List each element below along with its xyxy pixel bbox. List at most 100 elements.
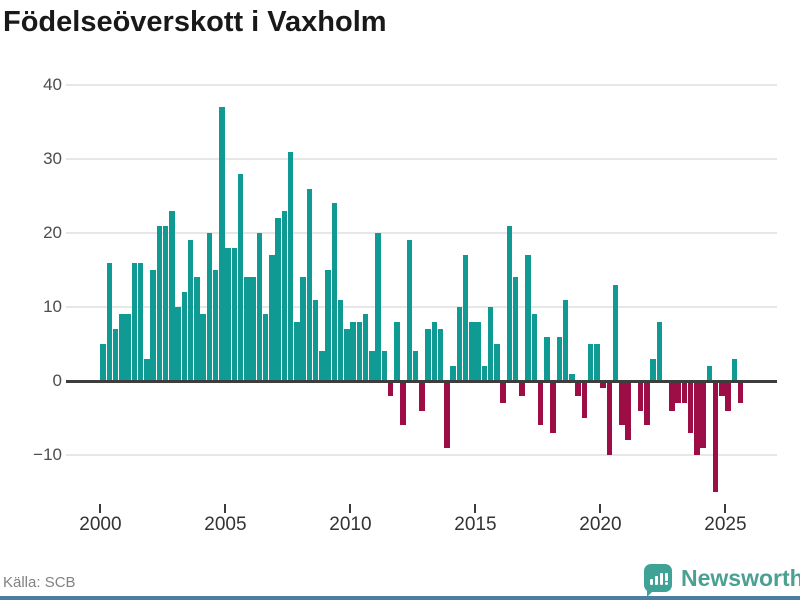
- positive-bar: [475, 321, 481, 381]
- x-axis-tick-label: 2020: [579, 514, 622, 535]
- y-axis-tick-label: 10: [43, 297, 62, 316]
- positive-bar: [125, 314, 131, 381]
- negative-bar: [537, 381, 544, 426]
- negative-bar: [575, 381, 581, 396]
- positive-bar: [319, 351, 325, 381]
- positive-bar: [531, 314, 538, 381]
- positive-bar: [325, 270, 331, 381]
- negative-bar: [687, 381, 694, 433]
- x-axis-tick-label: 2015: [454, 514, 497, 535]
- positive-bar: [456, 307, 463, 381]
- positive-bar: [137, 262, 144, 381]
- positive-bar: [394, 321, 400, 381]
- x-axis-tick: [99, 504, 102, 513]
- x-axis-tick-label: 2005: [204, 514, 247, 535]
- positive-bar: [225, 247, 231, 381]
- y-axis-tick-label: 20: [43, 223, 62, 242]
- negative-bar: [737, 381, 744, 404]
- positive-bar: [275, 218, 281, 381]
- x-axis-tick: [349, 504, 352, 513]
- positive-bar: [262, 314, 269, 381]
- positive-bar: [650, 358, 656, 381]
- positive-bar: [425, 329, 431, 381]
- positive-bar: [169, 210, 175, 381]
- page-title: Födelseöverskott i Vaxholm: [3, 6, 387, 38]
- negative-bar: [581, 381, 588, 418]
- positive-bar: [506, 225, 513, 381]
- positive-bar: [231, 247, 238, 381]
- y-axis-tick-label: 0: [52, 371, 62, 390]
- positive-bar: [412, 351, 419, 381]
- negative-bar: [700, 381, 706, 448]
- positive-bar: [106, 262, 113, 381]
- positive-bar: [731, 358, 738, 381]
- positive-bar: [462, 255, 469, 381]
- positive-bar: [556, 336, 563, 381]
- positive-bar: [381, 351, 388, 381]
- positive-bar: [181, 292, 188, 381]
- positive-bar: [569, 373, 575, 381]
- positive-bar: [100, 344, 106, 381]
- x-axis-tick-label: 2000: [79, 514, 122, 535]
- positive-bar: [287, 151, 294, 381]
- positive-bar: [281, 210, 288, 381]
- negative-bar: [444, 381, 450, 448]
- negative-bar: [625, 381, 631, 441]
- positive-bar: [175, 307, 181, 381]
- positive-bar: [119, 314, 125, 381]
- positive-bar: [706, 366, 713, 381]
- gridline: [66, 232, 777, 234]
- x-axis-tick: [474, 504, 477, 513]
- positive-bar: [156, 225, 163, 381]
- positive-bar: [356, 321, 363, 381]
- negative-bar: [550, 381, 556, 433]
- newsworthy-badge-icon: [644, 564, 672, 592]
- negative-bar: [644, 381, 650, 426]
- positive-bar: [562, 299, 569, 381]
- positive-bar: [331, 203, 338, 381]
- positive-bar: [587, 344, 594, 381]
- positive-bar: [219, 107, 225, 381]
- negative-bar: [712, 381, 719, 492]
- positive-bar: [131, 262, 138, 381]
- positive-bar: [337, 299, 344, 381]
- positive-bar: [469, 321, 475, 381]
- positive-bar: [144, 358, 150, 381]
- y-axis-tick-label: 30: [43, 149, 62, 168]
- positive-bar: [244, 277, 250, 381]
- newsworthy-wordmark: Newsworthy: [681, 564, 800, 591]
- negative-bar: [619, 381, 625, 426]
- x-axis-tick: [224, 504, 227, 513]
- positive-bar: [362, 314, 369, 381]
- x-axis-tick-label: 2010: [329, 514, 372, 535]
- gridline: [66, 454, 777, 456]
- y-axis-tick-label: 40: [43, 75, 62, 94]
- positive-bar: [194, 277, 200, 381]
- positive-bar: [294, 321, 300, 381]
- positive-bar: [206, 233, 213, 381]
- positive-bar: [269, 255, 275, 381]
- positive-bar: [250, 277, 256, 381]
- positive-bar: [112, 329, 119, 381]
- positive-bar: [187, 240, 194, 381]
- y-axis-tick-label: −10: [33, 445, 62, 464]
- positive-bar: [494, 344, 500, 381]
- positive-bar: [344, 329, 350, 381]
- negative-bar: [519, 381, 525, 396]
- positive-bar: [612, 284, 619, 381]
- negative-bar: [600, 381, 606, 389]
- positive-bar: [350, 321, 356, 381]
- positive-bar: [487, 307, 494, 381]
- positive-bar: [594, 344, 600, 381]
- negative-bar: [675, 381, 681, 404]
- positive-bar: [656, 321, 663, 381]
- positive-bar: [162, 225, 169, 381]
- gridline: [66, 158, 777, 160]
- newsworthy-logo[interactable]: Newsworthy: [644, 564, 800, 592]
- negative-bar: [725, 381, 731, 411]
- positive-bar: [212, 270, 219, 381]
- positive-bar: [406, 240, 413, 381]
- negative-bar: [669, 381, 675, 411]
- gridline: [66, 306, 777, 308]
- bottom-border: [0, 596, 800, 600]
